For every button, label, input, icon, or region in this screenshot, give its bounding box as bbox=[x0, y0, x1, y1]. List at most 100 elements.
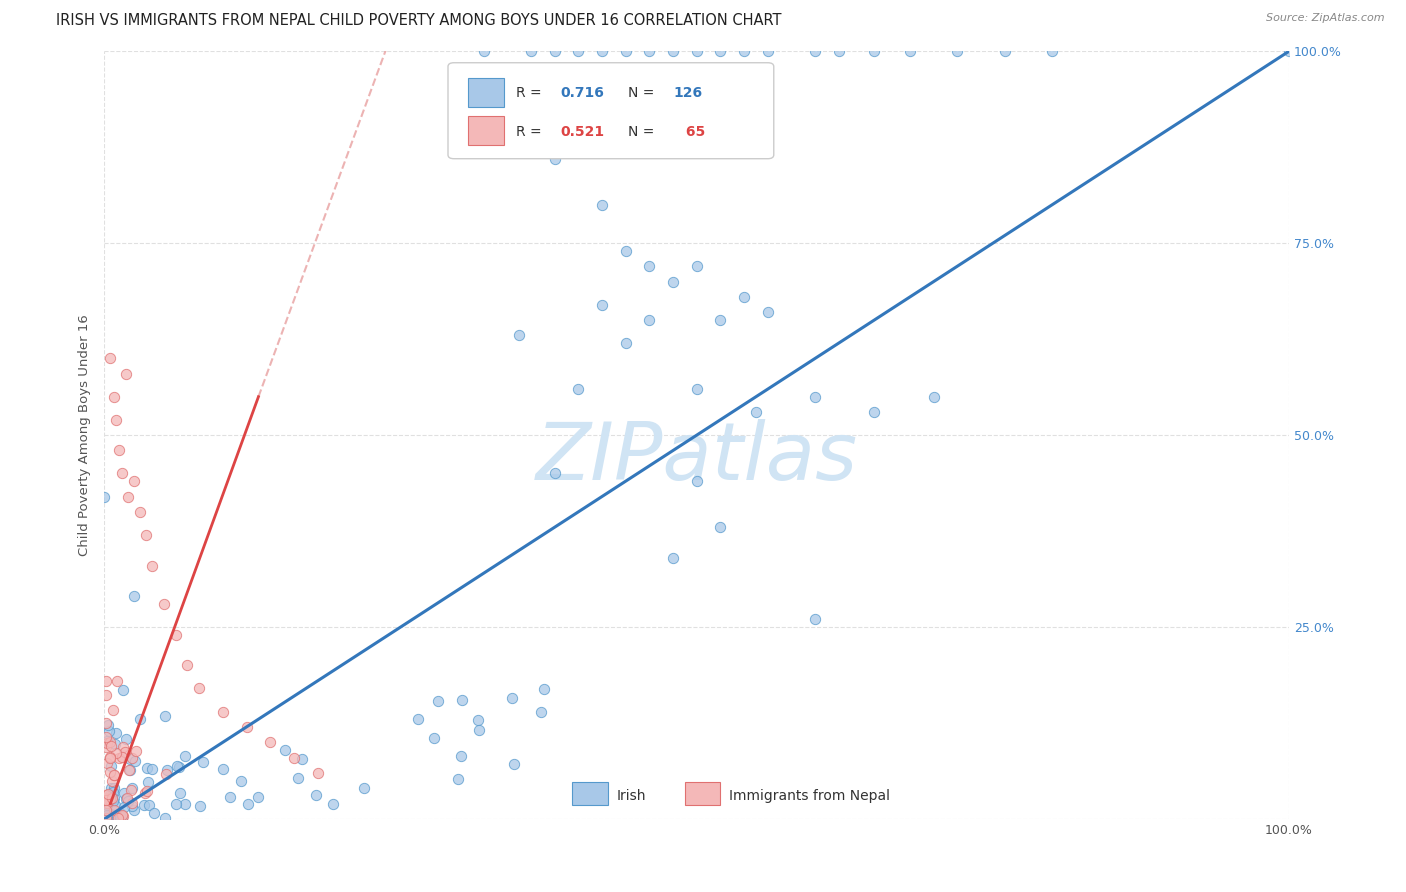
Point bbox=[121, 798, 143, 813]
Point bbox=[136, 761, 159, 775]
Point bbox=[124, 754, 146, 768]
Point bbox=[103, 794, 125, 808]
Point bbox=[93, 490, 115, 504]
Point bbox=[174, 748, 197, 763]
Point bbox=[112, 799, 135, 814]
Point bbox=[994, 44, 1017, 58]
Point bbox=[121, 751, 143, 765]
Point bbox=[1278, 44, 1301, 58]
Point bbox=[212, 705, 235, 719]
Point bbox=[135, 784, 157, 798]
Point bbox=[533, 682, 555, 697]
Point bbox=[100, 735, 122, 749]
Point bbox=[94, 673, 117, 688]
Text: N =: N = bbox=[628, 125, 659, 139]
Point bbox=[107, 811, 129, 825]
Point bbox=[104, 797, 127, 812]
Point bbox=[115, 731, 138, 746]
Point bbox=[94, 804, 117, 818]
Point bbox=[287, 771, 309, 785]
Point bbox=[1040, 44, 1063, 58]
Point bbox=[502, 757, 524, 772]
Point bbox=[100, 809, 122, 823]
Point bbox=[100, 351, 122, 366]
Point bbox=[108, 810, 131, 824]
Point bbox=[863, 405, 886, 419]
FancyBboxPatch shape bbox=[468, 116, 503, 145]
Point bbox=[96, 797, 118, 812]
Point bbox=[426, 693, 449, 707]
Point bbox=[115, 790, 138, 805]
Point bbox=[94, 793, 117, 807]
Point bbox=[567, 44, 589, 58]
Point bbox=[166, 759, 188, 773]
Point bbox=[98, 788, 121, 802]
Point bbox=[96, 756, 118, 771]
Text: Irish: Irish bbox=[616, 789, 645, 803]
Point bbox=[98, 750, 121, 764]
Point bbox=[96, 734, 118, 748]
Point bbox=[96, 736, 118, 750]
Point bbox=[103, 791, 125, 805]
Point bbox=[100, 758, 122, 772]
Point bbox=[122, 590, 145, 604]
Point bbox=[96, 809, 118, 823]
Point bbox=[103, 810, 125, 824]
Point bbox=[591, 44, 613, 58]
Point bbox=[98, 808, 121, 822]
Point bbox=[238, 797, 260, 811]
Point bbox=[141, 558, 163, 573]
Text: Immigrants from Nepal: Immigrants from Nepal bbox=[728, 789, 890, 803]
Point bbox=[709, 313, 731, 327]
Point bbox=[100, 791, 122, 805]
Point bbox=[662, 551, 685, 566]
Point bbox=[686, 474, 709, 488]
Point bbox=[94, 740, 117, 755]
Point bbox=[307, 766, 329, 780]
Point bbox=[118, 764, 141, 778]
Point bbox=[165, 797, 187, 811]
Point bbox=[614, 44, 637, 58]
Point bbox=[756, 44, 779, 58]
Point bbox=[101, 785, 124, 799]
Point bbox=[103, 804, 125, 818]
Point bbox=[543, 44, 565, 58]
Point bbox=[686, 259, 709, 273]
Text: Source: ZipAtlas.com: Source: ZipAtlas.com bbox=[1267, 13, 1385, 23]
Point bbox=[733, 44, 755, 58]
Point bbox=[129, 505, 152, 519]
Point bbox=[828, 44, 851, 58]
Point bbox=[898, 44, 921, 58]
Point bbox=[104, 737, 127, 751]
Point bbox=[100, 790, 122, 805]
Point bbox=[745, 405, 768, 419]
Point bbox=[107, 443, 129, 458]
Point bbox=[291, 752, 314, 766]
Point bbox=[120, 764, 142, 778]
Point bbox=[662, 275, 685, 289]
Point bbox=[122, 804, 145, 818]
Point bbox=[638, 259, 661, 273]
Point bbox=[567, 382, 589, 396]
Point bbox=[103, 390, 125, 404]
Point bbox=[117, 793, 139, 807]
Point bbox=[529, 705, 551, 719]
Point bbox=[229, 773, 252, 788]
Point bbox=[114, 367, 136, 381]
Y-axis label: Child Poverty Among Boys Under 16: Child Poverty Among Boys Under 16 bbox=[79, 314, 91, 556]
Point bbox=[176, 658, 198, 673]
Text: R =: R = bbox=[516, 87, 546, 101]
Text: 0.716: 0.716 bbox=[561, 87, 605, 101]
Point bbox=[614, 336, 637, 351]
Point bbox=[709, 520, 731, 534]
Point bbox=[104, 747, 127, 761]
Point bbox=[508, 328, 530, 343]
Point bbox=[96, 789, 118, 803]
Point bbox=[423, 731, 446, 745]
Point bbox=[101, 803, 124, 817]
FancyBboxPatch shape bbox=[468, 78, 503, 107]
Point bbox=[94, 791, 117, 805]
Point bbox=[136, 774, 159, 789]
Point bbox=[709, 44, 731, 58]
Point bbox=[450, 749, 472, 764]
